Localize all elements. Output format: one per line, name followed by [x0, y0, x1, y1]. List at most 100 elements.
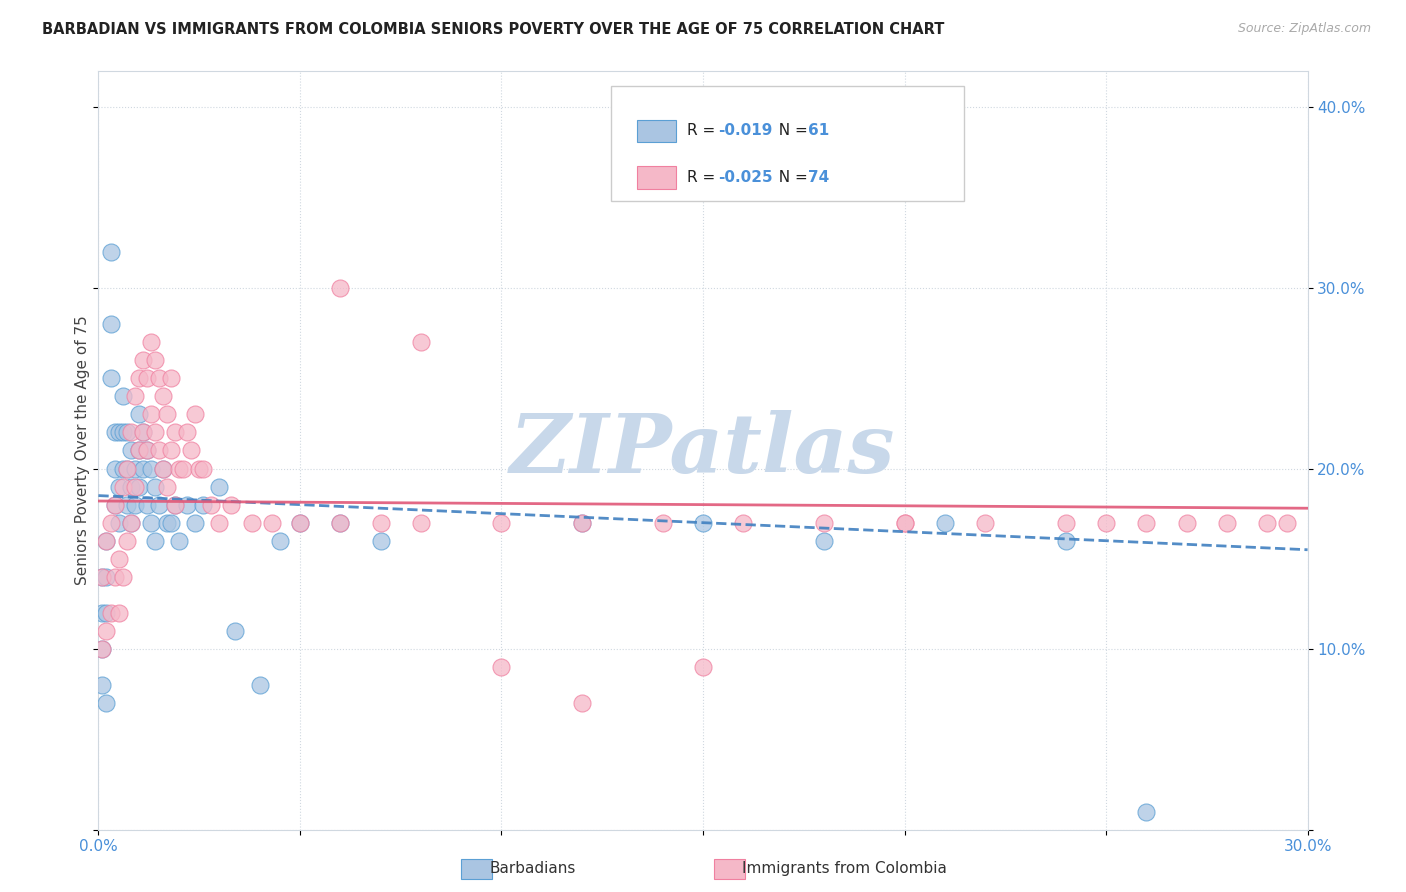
Point — [200, 498, 222, 512]
Point — [208, 479, 231, 493]
Point — [329, 516, 352, 530]
Text: BARBADIAN VS IMMIGRANTS FROM COLOMBIA SENIORS POVERTY OVER THE AGE OF 75 CORRELA: BARBADIAN VS IMMIGRANTS FROM COLOMBIA SE… — [42, 22, 945, 37]
Point — [91, 642, 114, 657]
Point — [224, 624, 246, 638]
Point — [132, 425, 155, 440]
Point — [269, 533, 291, 548]
Text: -0.019: -0.019 — [718, 123, 772, 138]
Point — [139, 461, 162, 475]
Text: -0.025: -0.025 — [718, 169, 773, 185]
Point — [733, 516, 755, 530]
Point — [148, 371, 170, 385]
Point — [288, 516, 311, 530]
Point — [96, 696, 118, 710]
Point — [193, 498, 215, 512]
Point — [692, 516, 714, 530]
Point — [96, 570, 118, 584]
Point — [111, 425, 134, 440]
Point — [107, 425, 129, 440]
Text: ZIPatlas: ZIPatlas — [510, 410, 896, 491]
Point — [124, 389, 146, 403]
Point — [1054, 533, 1077, 548]
Point — [100, 371, 122, 385]
Point — [128, 479, 150, 493]
Point — [370, 533, 392, 548]
Point — [107, 516, 129, 530]
Point — [1054, 516, 1077, 530]
Point — [651, 516, 673, 530]
Point — [124, 479, 146, 493]
Point — [103, 425, 125, 440]
Point — [128, 371, 150, 385]
Point — [176, 498, 198, 512]
Point — [143, 533, 166, 548]
Point — [156, 516, 179, 530]
Point — [188, 461, 211, 475]
Point — [103, 498, 125, 512]
Point — [148, 498, 170, 512]
Point — [692, 660, 714, 674]
Point — [115, 461, 138, 475]
Point — [91, 642, 114, 657]
Point — [128, 443, 150, 458]
Point — [208, 516, 231, 530]
Point — [329, 281, 352, 295]
Point — [1135, 805, 1157, 819]
Point — [135, 443, 157, 458]
Point — [135, 498, 157, 512]
Point — [160, 371, 183, 385]
Point — [91, 570, 114, 584]
Point — [96, 533, 118, 548]
Point — [329, 516, 352, 530]
Point — [135, 443, 157, 458]
Point — [143, 479, 166, 493]
Point — [96, 606, 118, 620]
Point — [160, 516, 183, 530]
Point — [491, 660, 513, 674]
Point — [91, 678, 114, 692]
Point — [91, 606, 114, 620]
Point — [156, 479, 179, 493]
Point — [132, 353, 155, 368]
Point — [934, 516, 956, 530]
Point — [893, 516, 915, 530]
Point — [160, 443, 183, 458]
Point — [111, 389, 134, 403]
Point — [184, 516, 207, 530]
Text: R =: R = — [688, 169, 720, 185]
Point — [148, 443, 170, 458]
Point — [974, 516, 997, 530]
Point — [132, 461, 155, 475]
Point — [409, 335, 432, 350]
Point — [571, 516, 593, 530]
Point — [176, 425, 198, 440]
Point — [115, 533, 138, 548]
Text: Barbadians: Barbadians — [489, 862, 575, 876]
Point — [813, 516, 835, 530]
Point — [1277, 516, 1299, 530]
Point — [100, 606, 122, 620]
Point — [193, 461, 215, 475]
Point — [107, 479, 129, 493]
Point — [163, 498, 186, 512]
Point — [167, 461, 190, 475]
Point — [288, 516, 311, 530]
Point — [100, 317, 122, 331]
Text: Immigrants from Colombia: Immigrants from Colombia — [742, 862, 948, 876]
Point — [124, 461, 146, 475]
Point — [103, 498, 125, 512]
Point — [115, 461, 138, 475]
Point — [491, 516, 513, 530]
Point — [1095, 516, 1118, 530]
Text: N =: N = — [769, 123, 813, 138]
Point — [111, 461, 134, 475]
Text: 61: 61 — [808, 123, 830, 138]
Y-axis label: Seniors Poverty Over the Age of 75: Seniors Poverty Over the Age of 75 — [75, 316, 90, 585]
Point — [132, 425, 155, 440]
Point — [571, 696, 593, 710]
Point — [172, 461, 194, 475]
Point — [370, 516, 392, 530]
Point — [163, 425, 186, 440]
Point — [120, 425, 142, 440]
Point — [152, 389, 174, 403]
